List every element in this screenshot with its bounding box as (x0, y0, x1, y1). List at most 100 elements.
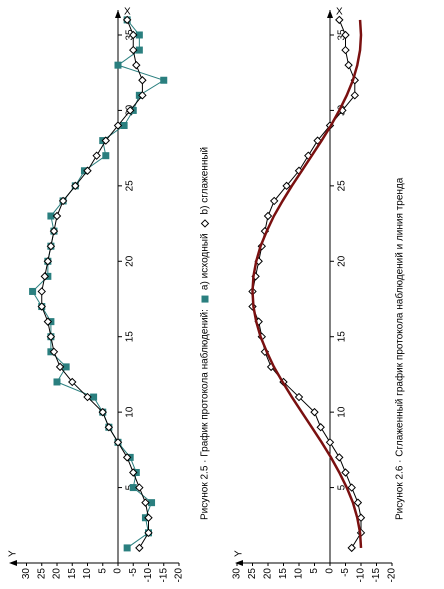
marker (90, 393, 98, 401)
y-tick-label: 15 (67, 568, 78, 580)
marker (347, 543, 356, 553)
marker (356, 513, 366, 522)
marker (114, 61, 122, 69)
marker (138, 76, 147, 85)
marker (135, 483, 144, 492)
y-axis-arrow (9, 560, 17, 566)
y-tick-label: 30 (21, 568, 32, 580)
marker (37, 302, 46, 311)
marker (101, 136, 111, 145)
y-tick-label: 25 (36, 568, 47, 580)
marker (141, 498, 150, 507)
marker (148, 499, 156, 507)
series-line (41, 19, 149, 549)
marker (316, 423, 325, 432)
marker (40, 272, 50, 281)
marker (37, 287, 46, 296)
marker (335, 453, 344, 462)
x-axis-label: X (336, 7, 343, 18)
marker (129, 30, 138, 40)
marker (29, 287, 37, 295)
marker (341, 30, 350, 40)
y-tick-label: -20 (174, 568, 185, 583)
marker (123, 544, 131, 552)
marker (135, 543, 144, 553)
y-tick-label: -5 (340, 568, 351, 577)
marker (68, 377, 77, 387)
marker (83, 392, 92, 402)
marker (120, 122, 128, 130)
x-tick-label: 25 (337, 180, 348, 192)
marker (353, 498, 363, 507)
y-tick-label: -10 (143, 568, 154, 583)
y-tick-label: -15 (158, 568, 169, 583)
y-axis-label: Y (234, 550, 245, 557)
marker (138, 91, 147, 100)
marker (98, 407, 107, 417)
y-tick-label: 10 (82, 568, 93, 580)
marker (53, 378, 61, 386)
marker (282, 181, 291, 191)
legend-marker (200, 219, 210, 228)
marker (344, 60, 353, 70)
x-tick-label: 10 (337, 406, 348, 418)
marker (341, 468, 350, 477)
y-tick-label: -20 (387, 568, 398, 583)
marker (83, 166, 92, 175)
marker (58, 196, 68, 206)
marker (49, 226, 59, 236)
marker (129, 45, 138, 55)
x-tick-label: 20 (125, 255, 136, 267)
marker (113, 438, 123, 447)
marker (341, 45, 350, 55)
y-tick-label: 0 (113, 568, 124, 574)
chart-title: Рисунок 2.6 · Сглаженный график протокол… (394, 177, 406, 520)
legend-label: b) сглаженный (200, 147, 211, 215)
marker (325, 438, 335, 447)
marker (102, 152, 110, 160)
series-line (251, 19, 363, 548)
marker (160, 76, 168, 84)
marker (294, 392, 304, 402)
y-tick-label: 30 (232, 568, 243, 580)
y-tick-label: 10 (294, 568, 305, 580)
marker (313, 136, 322, 145)
chart-title: Рисунок 2.5 · График протокола наблюдени… (199, 309, 211, 520)
marker (46, 241, 56, 251)
y-tick-label: 25 (247, 568, 258, 580)
marker (347, 483, 356, 492)
marker (113, 121, 123, 130)
series-line (31, 19, 165, 549)
marker (350, 91, 360, 100)
marker (129, 468, 138, 477)
marker (144, 528, 153, 538)
marker (129, 484, 137, 492)
y-tick-label: 5 (97, 568, 108, 574)
x-tick-label: 25 (125, 180, 136, 192)
y-tick-label: -10 (356, 568, 367, 583)
y-tick-label: 0 (325, 568, 336, 574)
x-axis-arrow (327, 10, 333, 18)
marker (52, 211, 62, 221)
legend-marker (201, 295, 209, 303)
y-tick-label: 20 (263, 568, 274, 580)
y-tick-label: -15 (371, 568, 382, 583)
marker (92, 151, 101, 160)
y-tick-label: 15 (278, 568, 289, 580)
marker (49, 347, 59, 357)
x-axis-label: X (124, 7, 131, 18)
legend-label: а) исходный (200, 233, 211, 290)
marker (310, 407, 319, 417)
marker (335, 15, 344, 25)
marker (269, 196, 279, 206)
y-tick-label: -5 (128, 568, 139, 577)
x-axis-arrow (115, 10, 121, 18)
y-axis-arrow (235, 560, 243, 566)
marker (125, 106, 135, 115)
y-tick-label: 20 (52, 568, 63, 580)
x-tick-label: 15 (125, 331, 136, 343)
marker (135, 46, 143, 54)
marker (122, 453, 132, 462)
marker (104, 423, 114, 432)
y-tick-label: 5 (309, 568, 320, 574)
